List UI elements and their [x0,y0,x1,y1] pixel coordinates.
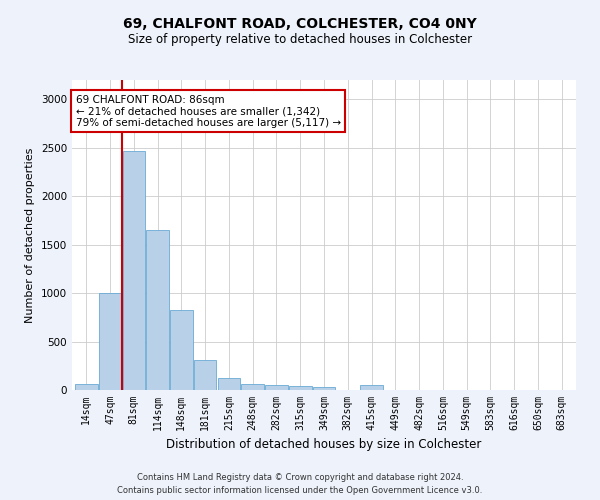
Bar [194,360,217,390]
Bar [146,230,169,390]
Text: 69 CHALFONT ROAD: 86sqm
← 21% of detached houses are smaller (1,342)
79% of semi: 69 CHALFONT ROAD: 86sqm ← 21% of detache… [76,94,341,128]
Bar [218,378,240,390]
Bar [289,386,311,390]
Text: Contains public sector information licensed under the Open Government Licence v3: Contains public sector information licen… [118,486,482,495]
Bar [313,387,335,390]
Bar [241,384,264,390]
X-axis label: Distribution of detached houses by size in Colchester: Distribution of detached houses by size … [166,438,482,452]
Text: 69, CHALFONT ROAD, COLCHESTER, CO4 0NY: 69, CHALFONT ROAD, COLCHESTER, CO4 0NY [123,18,477,32]
Text: Contains HM Land Registry data © Crown copyright and database right 2024.: Contains HM Land Registry data © Crown c… [137,472,463,482]
Y-axis label: Number of detached properties: Number of detached properties [25,148,35,322]
Text: Size of property relative to detached houses in Colchester: Size of property relative to detached ho… [128,32,472,46]
Bar [99,293,121,390]
Bar [122,150,145,390]
Bar [265,385,288,390]
Bar [75,384,98,390]
Bar [170,310,193,390]
Bar [360,385,383,390]
